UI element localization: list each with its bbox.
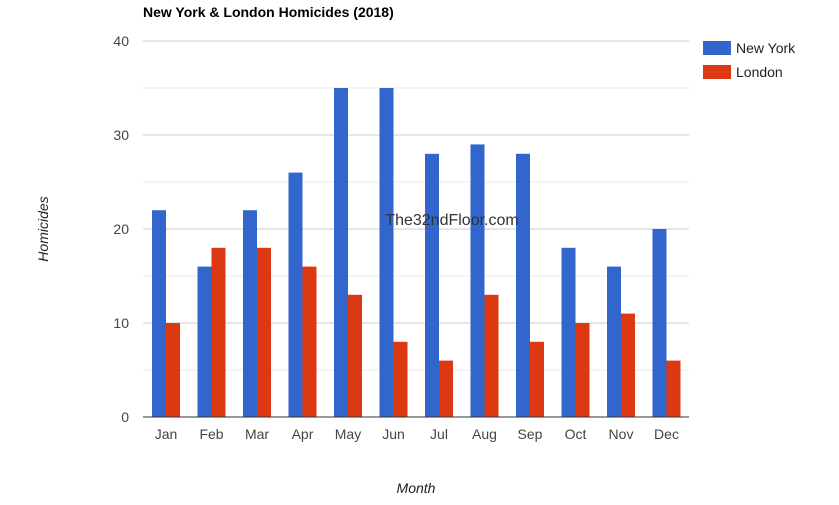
legend-label: New York <box>736 40 796 56</box>
x-tick-label: Nov <box>609 426 634 442</box>
bar-london-mar <box>257 247 271 417</box>
bar-london-jul <box>439 360 453 417</box>
x-tick-label: Aug <box>472 426 497 442</box>
x-tick-label: Dec <box>654 426 679 442</box>
y-tick-label: 30 <box>113 127 129 143</box>
bar-london-may <box>348 294 362 417</box>
bar-new-york-sep <box>516 153 530 418</box>
y-tick-label: 10 <box>113 315 129 331</box>
bar-new-york-jun <box>379 88 394 417</box>
bar-london-jun <box>393 341 408 417</box>
y-axis-ticks: 0 10 20 30 40 <box>113 33 129 425</box>
bar-london-aug <box>484 294 499 417</box>
y-tick-label: 0 <box>121 409 129 425</box>
bar-london-jan <box>166 323 180 417</box>
bar-london-apr <box>302 266 317 417</box>
chart-title: New York & London Homicides (2018) <box>143 4 394 20</box>
bar-new-york-may <box>334 88 348 417</box>
bar-london-dec <box>666 360 681 417</box>
bar-new-york-apr <box>288 172 303 417</box>
y-axis-label: Homicides <box>35 196 51 261</box>
x-tick-label: Jun <box>382 426 405 442</box>
watermark: The32ndFloor.com <box>385 212 518 229</box>
gridlines <box>143 40 689 371</box>
bar-london-nov <box>621 313 635 417</box>
bar-new-york-dec <box>652 229 667 417</box>
bar-new-york-feb <box>197 266 212 417</box>
bar-london-sep <box>530 341 544 417</box>
bar-new-york-mar <box>243 210 257 417</box>
x-tick-label: Jan <box>155 426 178 442</box>
bars <box>152 88 681 418</box>
bar-new-york-aug <box>470 144 485 417</box>
bar-london-feb <box>211 247 226 417</box>
bar-new-york-nov <box>607 266 621 417</box>
x-tick-label: May <box>335 426 361 442</box>
legend-label: London <box>736 64 783 80</box>
x-tick-label: Feb <box>199 426 223 442</box>
legend-swatch <box>703 41 731 55</box>
x-axis-ticks: Jan Feb Mar Apr May Jun Jul Aug Sep Oct Nov Dec <box>155 426 679 442</box>
bar-new-york-jul <box>425 153 439 418</box>
x-tick-label: Sep <box>518 426 543 442</box>
x-tick-label: Oct <box>565 426 587 442</box>
legend-swatch <box>703 65 731 79</box>
y-tick-label: 40 <box>113 33 129 49</box>
legend: New York London <box>703 40 796 80</box>
bar-new-york-oct <box>561 247 576 417</box>
x-tick-label: Jul <box>430 426 448 442</box>
x-tick-label: Apr <box>292 426 314 442</box>
bar-new-york-jan <box>152 210 166 417</box>
bar-london-oct <box>575 323 590 417</box>
x-axis-label: Month <box>397 480 436 496</box>
y-tick-label: 20 <box>113 221 129 237</box>
x-tick-label: Mar <box>245 426 269 442</box>
